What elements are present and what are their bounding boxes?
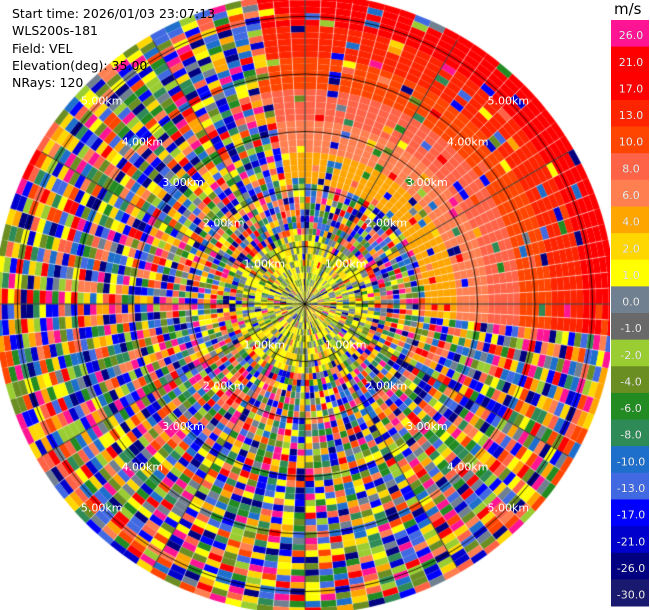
colorbar-tick-label: 17.0 [619, 82, 644, 95]
colorbar-tick-label: 26.0 [619, 29, 644, 42]
colorbar-tick-label: 8.0 [622, 162, 640, 175]
colorbar-segment [611, 446, 649, 474]
colorbar-tick-label: 13.0 [619, 109, 644, 122]
colorbar-segment [611, 552, 649, 580]
colorbar-tick-label: -10.0 [617, 455, 645, 468]
colorbar-segment [611, 233, 649, 261]
colorbar-segment [611, 286, 649, 314]
colorbar-tick-label: -4.0 [620, 375, 641, 388]
colorbar-segment [611, 313, 649, 341]
instrument-label: WLS200s-181 [12, 23, 98, 39]
colorbar-segment [611, 206, 649, 234]
colorbar-tick-label: 2.0 [622, 242, 640, 255]
colorbar-segment [611, 499, 649, 527]
colorbar-segment [611, 259, 649, 287]
scan-info: Start time: 2026/01/03 23:07:13 WLS200s-… [12, 5, 215, 91]
colorbar-segment [611, 392, 649, 421]
colorbar-segment [611, 526, 649, 554]
colorbar-tick-label: -17.0 [617, 509, 645, 522]
colorbar-tick-label: -26.0 [617, 562, 645, 575]
colorbar-tick-label: 1.0 [622, 269, 640, 282]
colorbar-segment [611, 579, 649, 607]
colorbar-segment [611, 153, 649, 181]
colorbar-segment [611, 179, 649, 207]
colorbar-segment [611, 472, 649, 500]
colorbar-tick-label: 10.0 [619, 136, 644, 149]
colorbar-tick-label: -1.0 [620, 322, 641, 335]
colorbar-segment [611, 339, 649, 367]
colorbar-segment [611, 419, 649, 447]
field-label: Field: VEL [12, 40, 73, 56]
colorbar-segment [611, 126, 649, 154]
ppi-velocity-plot [0, 0, 610, 610]
nrays-label: NRays: 120 [12, 75, 84, 91]
colorbar-tick-label: -21.0 [617, 535, 645, 548]
colorbar-tick-label: 0.0 [622, 296, 640, 309]
colorbar-segment [611, 20, 649, 48]
colorbar-tick-label: -6.0 [620, 402, 641, 415]
colorbar-tick-label: 6.0 [622, 189, 640, 202]
colorbar-tick-label: -8.0 [620, 429, 641, 442]
colorbar-tick-label: -2.0 [620, 349, 641, 362]
colorbar-tick-label: 4.0 [622, 216, 640, 229]
colorbar-segment [611, 99, 649, 128]
colorbar-units: m/s [614, 0, 642, 18]
colorbar-tick-label: -30.0 [617, 589, 645, 602]
colorbar-segment [611, 46, 649, 74]
colorbar-segment [611, 73, 649, 101]
start-time-label: Start time: 2026/01/03 23:07:13 [12, 6, 216, 21]
colorbar-tick-label: -13.0 [617, 482, 645, 495]
elevation-label: Elevation(deg): 35.00 [12, 57, 148, 73]
colorbar-tick-label: 21.0 [619, 56, 644, 69]
colorbar-segment [611, 366, 649, 394]
